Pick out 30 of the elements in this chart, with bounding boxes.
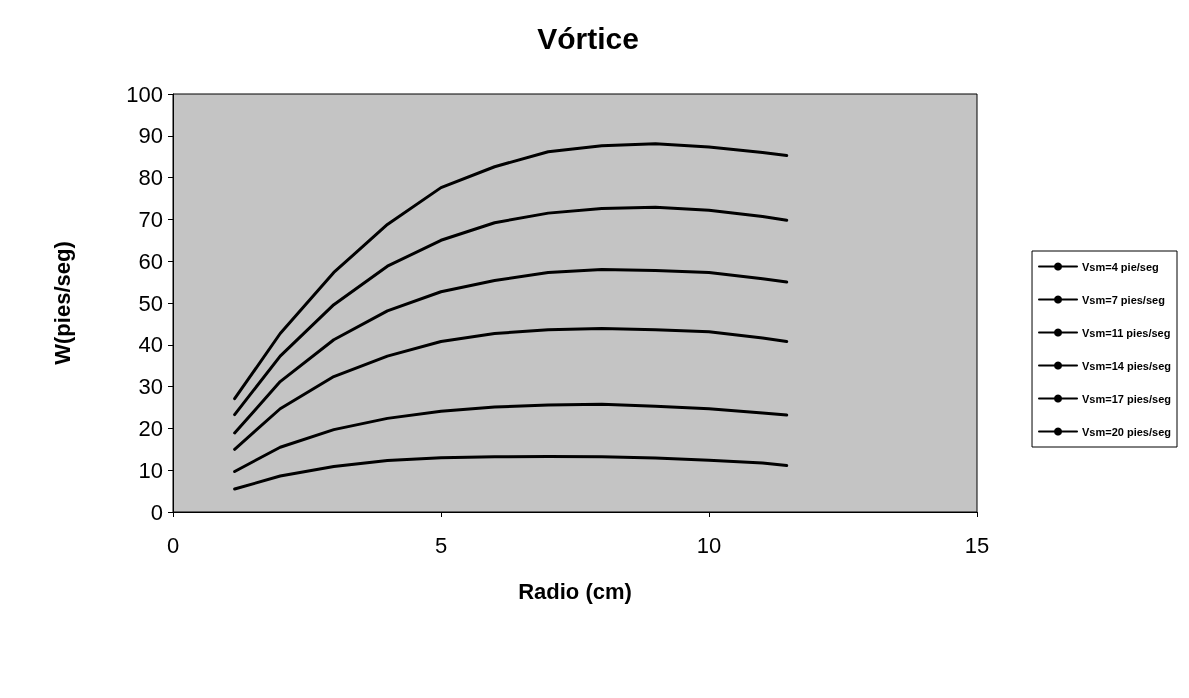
y-tick-label: 40 — [138, 332, 163, 358]
y-tick-label: 90 — [138, 123, 163, 149]
y-tick-label: 60 — [138, 248, 163, 274]
legend-label: Vsm=17 pies/seg — [1082, 392, 1172, 405]
chart-title: Vórtice — [537, 21, 639, 55]
legend-label: Vsm=4 pie/seg — [1082, 260, 1159, 273]
x-tick-label: 0 — [166, 532, 180, 558]
legend-label: Vsm=11 pies/seg — [1082, 326, 1171, 339]
y-tick-label: 30 — [138, 374, 163, 400]
y-tick-label: 70 — [138, 206, 163, 232]
line-series — [233, 268, 789, 435]
y-tick-label: 0 — [150, 499, 163, 525]
line-series — [233, 142, 789, 401]
y-tick-label: 10 — [138, 457, 163, 483]
y-tick-label: 20 — [138, 415, 163, 441]
x-axis-title: Radio (cm) — [518, 578, 632, 604]
line-series — [233, 205, 789, 417]
x-tick-label: 15 — [964, 532, 990, 558]
x-tick-label: 10 — [696, 532, 722, 558]
x-tick-label: 5 — [434, 532, 448, 558]
y-tick-label: 80 — [138, 165, 163, 191]
y-tick-label: 50 — [138, 290, 163, 316]
y-axis-title: W(pies/seg) — [49, 241, 75, 365]
legend-label: Vsm=14 pies/seg — [1082, 359, 1172, 372]
legend-label: Vsm=7 pies/seg — [1082, 293, 1165, 306]
y-tick-label: 100 — [126, 81, 163, 107]
line-series — [233, 454, 789, 491]
line-series — [233, 402, 789, 473]
line-series — [233, 327, 789, 451]
legend-label: Vsm=20 pies/seg — [1082, 425, 1172, 438]
